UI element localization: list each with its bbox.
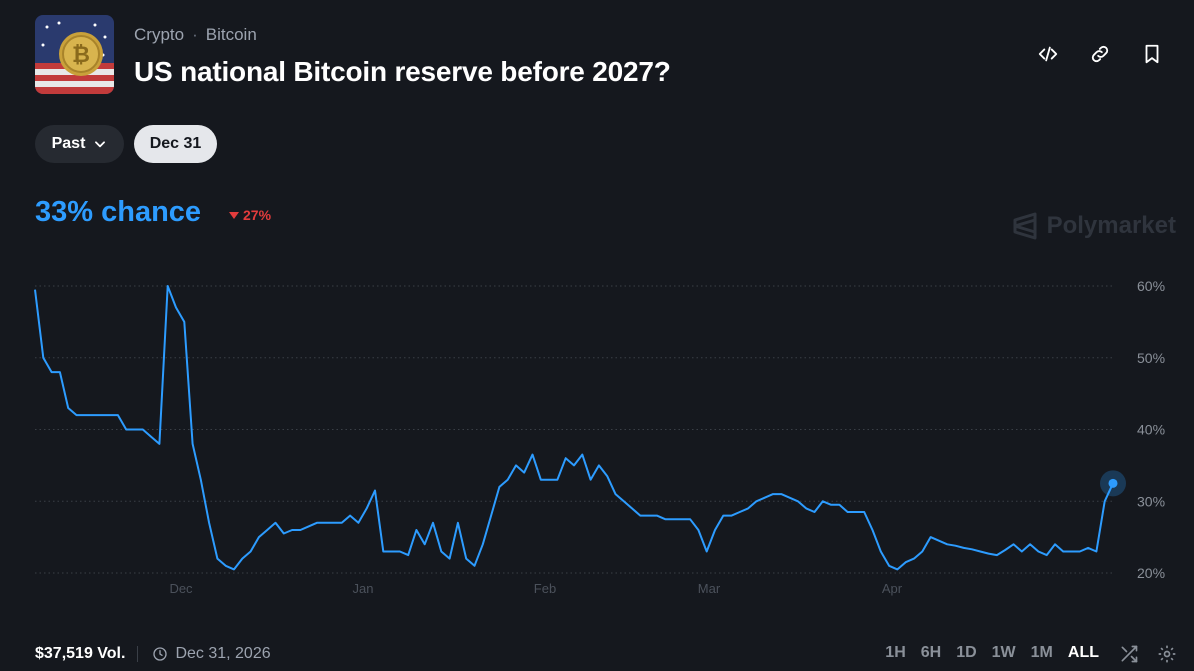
x-tick-label: Dec [169, 581, 193, 596]
breadcrumb-separator: · [192, 25, 198, 44]
brand-watermark: Polymarket [1012, 212, 1176, 240]
end-date-label: Dec 31, 2026 [175, 645, 271, 662]
end-date: Dec 31, 2026 [152, 645, 271, 663]
page-title: US national Bitcoin reserve before 2027? [134, 56, 671, 87]
y-tick-label: 30% [1137, 493, 1165, 509]
range-1h[interactable]: 1H [885, 644, 906, 661]
range-1m[interactable]: 1M [1030, 644, 1053, 661]
range-6h[interactable]: 6H [920, 644, 942, 661]
y-tick-label: 20% [1137, 565, 1165, 581]
market-thumbnail: ₿ [35, 15, 114, 94]
breadcrumb: Crypto · Bitcoin [134, 25, 257, 45]
chart-tools [1118, 643, 1178, 665]
y-tick-label: 40% [1137, 422, 1165, 438]
brand-name: Polymarket [1046, 212, 1176, 239]
past-dropdown[interactable]: Past [35, 125, 124, 163]
bookmark-icon[interactable] [1140, 42, 1164, 66]
footer-divider [137, 646, 139, 662]
embed-code-icon[interactable] [1036, 42, 1060, 66]
range-1w[interactable]: 1W [991, 644, 1016, 661]
polymarket-logo-icon [1013, 212, 1037, 240]
date-filter-button[interactable]: Dec 31 [134, 125, 217, 163]
settings-gear-icon[interactable] [1156, 643, 1178, 665]
x-tick-label: Mar [698, 581, 721, 596]
series-line [34, 285, 1114, 571]
past-dropdown-label: Past [51, 135, 86, 152]
chance-delta-value: 27% [243, 207, 272, 223]
y-tick-label: 50% [1137, 350, 1165, 366]
date-filter-label: Dec 31 [149, 135, 202, 152]
time-range-selector: 1H 6H 1D 1W 1M ALL [885, 644, 1099, 662]
breadcrumb-subcategory[interactable]: Bitcoin [205, 25, 257, 44]
header-actions [1036, 42, 1164, 66]
y-tick-label: 60% [1137, 278, 1165, 294]
chevron-down-icon [95, 141, 106, 148]
chance-value: 33% chance [35, 196, 202, 228]
x-tick-label: Feb [534, 581, 556, 596]
breadcrumb-category[interactable]: Crypto [134, 25, 185, 44]
x-tick-label: Apr [882, 581, 903, 596]
caret-down-icon [229, 212, 239, 219]
range-1d[interactable]: 1D [956, 644, 977, 661]
svg-text:₿: ₿ [72, 43, 90, 68]
x-tick-label: Jan [353, 581, 374, 596]
shuffle-icon[interactable] [1118, 643, 1140, 665]
current-point [1108, 478, 1118, 488]
link-icon[interactable] [1088, 42, 1112, 66]
volume-label: $37,519 Vol. [35, 645, 126, 662]
range-all[interactable]: ALL [1067, 644, 1099, 661]
chance-delta: 27% [229, 207, 271, 223]
market-footer: $37,519 Vol. Dec 31, 2026 [35, 645, 271, 663]
clock-icon [153, 647, 168, 661]
